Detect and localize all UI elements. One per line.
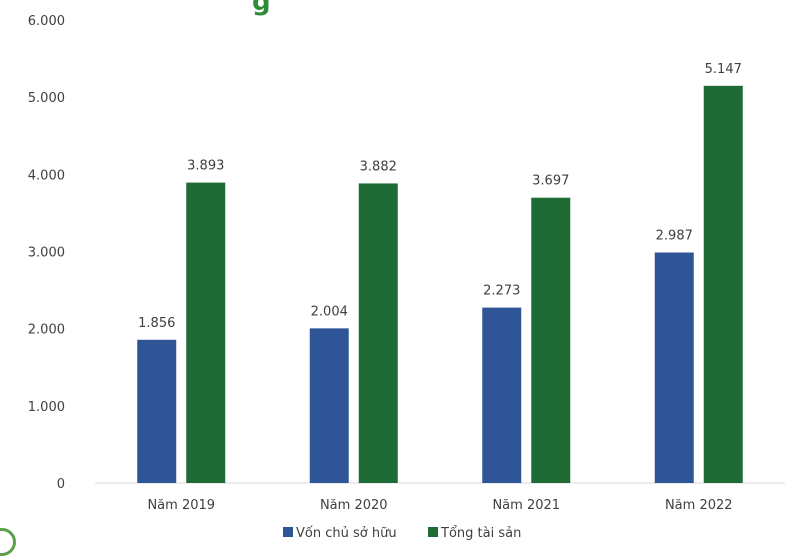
bar-tong-tai-san	[531, 197, 571, 483]
bar-von-chu-so-huu	[309, 328, 349, 483]
bar-chart: g 0 1.000 2.000 3.000 4.000 5.000 6.000 1.856 3…	[28, 0, 785, 541]
bar-tong-tai-san	[186, 182, 226, 484]
y-tick-label: 0	[57, 477, 65, 492]
legend-label: Vốn chủ sở hữu	[296, 526, 397, 541]
legend: Vốn chủ sở hữu Tổng tài sản	[283, 526, 521, 541]
data-label: 2.004	[311, 304, 348, 319]
legend-swatch	[428, 527, 438, 537]
x-category-label: Năm 2019	[147, 498, 215, 513]
bar-tong-tai-san	[358, 183, 398, 483]
data-label: 3.697	[532, 174, 569, 189]
legend-label: Tổng tài sản	[440, 526, 521, 541]
category-labels: Năm 2019 Năm 2020 Năm 2021 Năm 2022	[147, 498, 732, 513]
y-tick-label: 3.000	[28, 246, 65, 261]
data-label: 2.987	[656, 229, 693, 244]
y-tick-label: 4.000	[28, 168, 65, 183]
chart-title-fragment: g	[252, 0, 271, 17]
bar-von-chu-so-huu	[654, 252, 694, 483]
data-label: 5.147	[705, 62, 742, 77]
x-category-label: Năm 2020	[320, 498, 388, 513]
x-category-label: Năm 2021	[492, 498, 560, 513]
data-labels: 1.856 3.893 2.004 3.882 2.273 3.697 2.987 5.147	[138, 62, 742, 331]
y-tick-label: 5.000	[28, 91, 65, 106]
y-tick-label: 1.000	[28, 400, 65, 415]
bar-von-chu-so-huu	[482, 307, 522, 483]
legend-swatch	[283, 527, 293, 537]
y-tick-label: 6.000	[28, 14, 65, 29]
y-axis-ticks: 0 1.000 2.000 3.000 4.000 5.000 6.000	[28, 14, 65, 492]
data-label: 3.882	[360, 159, 397, 174]
bar-von-chu-so-huu	[137, 339, 177, 483]
x-category-label: Năm 2022	[665, 498, 733, 513]
y-tick-label: 2.000	[28, 323, 65, 338]
bars	[137, 85, 743, 484]
data-label: 2.273	[483, 284, 520, 299]
data-label: 3.893	[187, 159, 224, 174]
bar-tong-tai-san	[703, 85, 743, 483]
data-label: 1.856	[138, 316, 175, 331]
